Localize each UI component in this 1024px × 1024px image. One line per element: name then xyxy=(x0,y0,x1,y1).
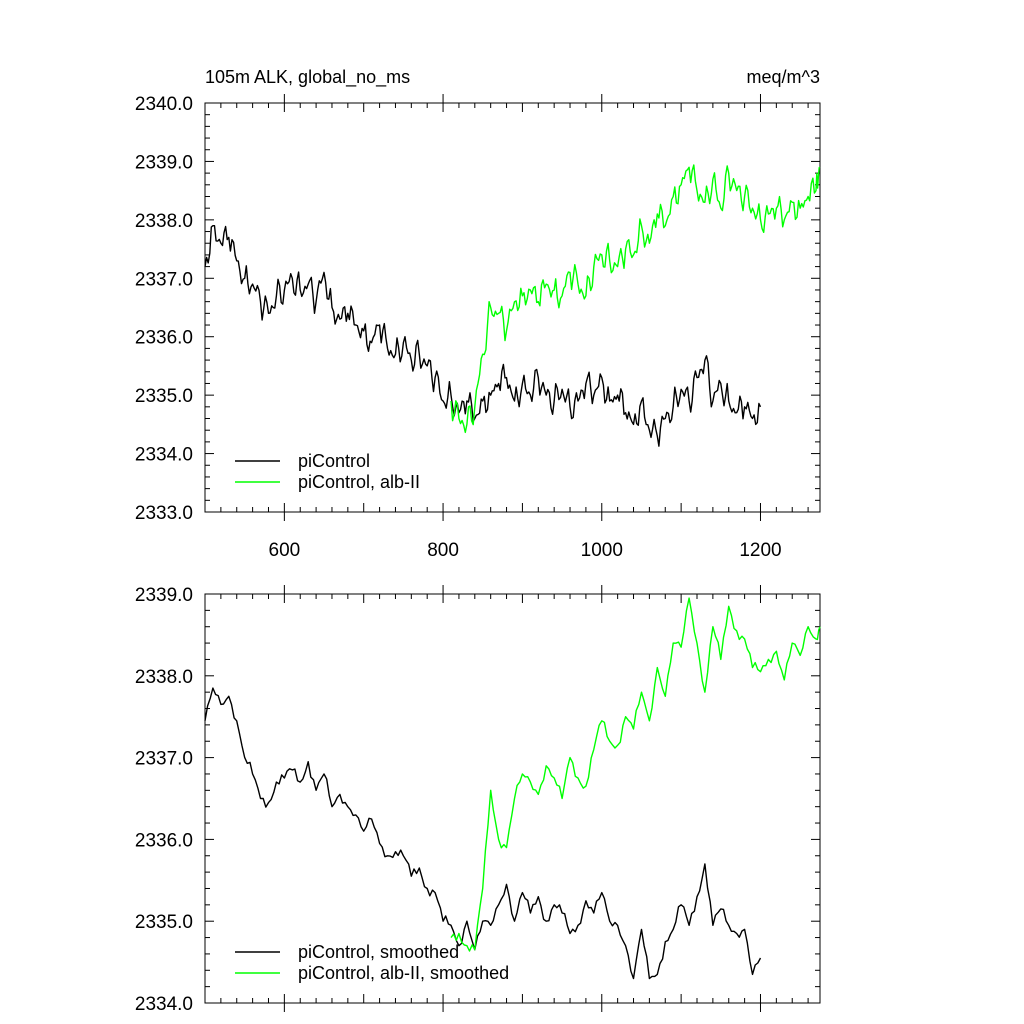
top-y-tick-label: 2337.0 xyxy=(135,269,193,290)
top-legend-label-picontrol: piControl xyxy=(298,451,370,471)
bottom-legend-label-picontrol-smoothed: piControl, smoothed xyxy=(298,942,459,962)
top-chart-panel: 2333.0 2334.0 2335.0 2336.0 2337.0 2338.0 2339… xyxy=(135,67,821,561)
top-x-tick-label: 1200 xyxy=(739,540,781,561)
top-series-line-picontrol-alb-ii xyxy=(450,164,821,434)
bottom-plot-frame xyxy=(204,593,821,1004)
top-x-tick-label: 600 xyxy=(269,540,301,561)
bottom-series-line-picontrol-smoothed xyxy=(204,687,762,980)
bottom-chart-panel: 2334.0 2335.0 2336.0 2337.0 2338.0 2339.0 piCo… xyxy=(135,585,821,1015)
top-y-tick-label: 2339.0 xyxy=(135,152,193,173)
top-plot-frame xyxy=(204,102,821,513)
top-series-line-picontrol xyxy=(204,225,762,447)
top-y-tick-label: 2334.0 xyxy=(135,445,193,466)
top-legend-label-picontrol-alb-ii: piControl, alb-II xyxy=(298,472,420,492)
top-x-tick-label: 800 xyxy=(427,540,459,561)
top-y-tick-label: 2335.0 xyxy=(135,386,193,407)
bottom-y-tick-label: 2339.0 xyxy=(135,585,193,606)
top-y-tick-label: 2336.0 xyxy=(135,328,193,349)
top-x-tick-label: 1000 xyxy=(581,540,623,561)
top-title-right: meq/m^3 xyxy=(747,67,820,87)
top-y-tick-label: 2333.0 xyxy=(135,503,193,524)
bottom-y-tick-label: 2335.0 xyxy=(135,912,193,933)
top-title-left: 105m ALK, global_no_ms xyxy=(205,67,410,88)
bottom-y-tick-label: 2334.0 xyxy=(135,994,193,1015)
bottom-y-tick-label: 2338.0 xyxy=(135,667,193,688)
bottom-series-line-picontrol-alb-ii-smoothed xyxy=(450,597,821,952)
top-y-tick-label: 2338.0 xyxy=(135,211,193,232)
top-y-tick-label: 2340.0 xyxy=(135,94,193,115)
bottom-y-tick-label: 2337.0 xyxy=(135,749,193,770)
bottom-y-tick-label: 2336.0 xyxy=(135,830,193,851)
bottom-legend-label-picontrol-alb-ii-smoothed: piControl, alb-II, smoothed xyxy=(298,963,509,983)
